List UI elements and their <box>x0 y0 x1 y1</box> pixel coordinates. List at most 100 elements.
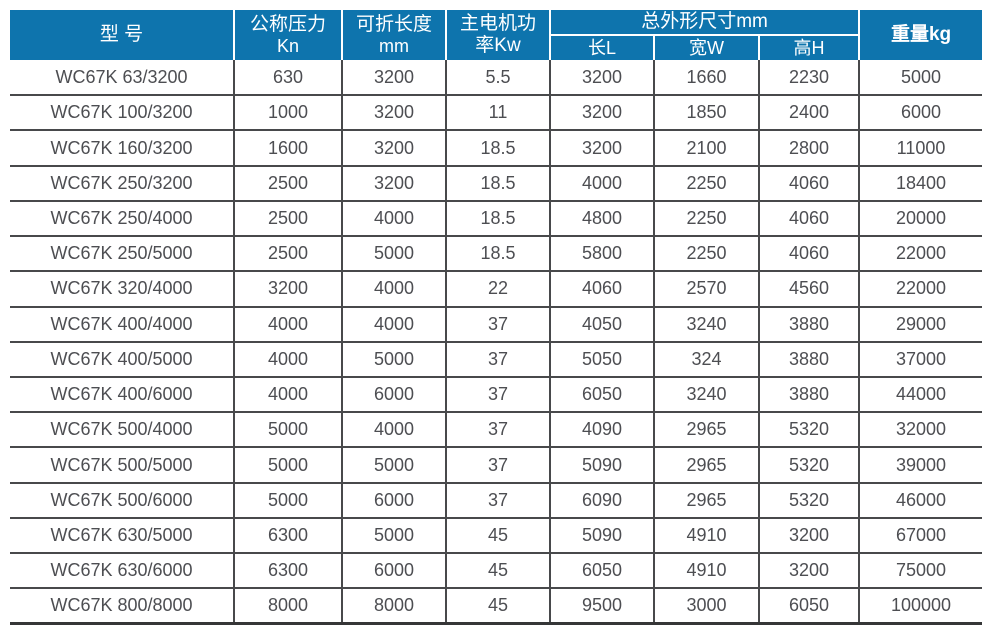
cell-nominal-pressure-kn: 2500 <box>233 236 342 273</box>
cell-height-h: 6050 <box>757 588 860 626</box>
cell-length-l: 4000 <box>549 165 654 202</box>
header-nominal-pressure: 公称压力 Kn <box>233 10 342 60</box>
cell-nominal-pressure-kn: 4000 <box>233 341 342 378</box>
cell-fold-length-mm: 3200 <box>341 130 446 167</box>
cell-model: WC67K 400/4000 <box>10 306 234 343</box>
cell-nominal-pressure-kn: 4000 <box>233 376 342 414</box>
cell-model: WC67K 320/4000 <box>10 271 234 308</box>
cell-motor-power-kw: 18.5 <box>445 200 550 238</box>
cell-fold-length-mm: 3200 <box>341 95 446 132</box>
cell-nominal-pressure-kn: 4000 <box>233 306 342 343</box>
cell-weight-kg: 44000 <box>858 376 983 414</box>
cell-weight-kg: 6000 <box>858 95 983 132</box>
cell-motor-power-kw: 45 <box>445 553 550 590</box>
table-row: WC67K 63/3200 630 3200 5.5 3200 1660 2230 5000 <box>10 60 983 97</box>
cell-height-h: 2230 <box>757 60 860 97</box>
cell-weight-kg: 20000 <box>858 200 983 238</box>
table-row: WC67K 500/4000 5000 4000 37 4090 2965 5320 3200… <box>10 412 983 449</box>
cell-width-w: 4910 <box>653 517 759 555</box>
cell-length-l: 5090 <box>549 517 654 555</box>
header-model-label: 型 号 <box>99 24 144 46</box>
cell-height-h: 3880 <box>757 306 860 343</box>
cell-width-w: 3240 <box>653 306 759 343</box>
table-row: WC67K 250/5000 2500 5000 18.5 5800 2250 4060 22… <box>10 236 983 273</box>
cell-height-h: 4060 <box>757 200 860 238</box>
cell-length-l: 4090 <box>549 412 654 449</box>
cell-motor-power-kw: 11 <box>445 95 550 132</box>
cell-model: WC67K 630/5000 <box>10 517 234 555</box>
cell-height-h: 4060 <box>757 165 860 202</box>
header-model: 型 号 <box>10 10 234 60</box>
cell-weight-kg: 22000 <box>858 271 983 308</box>
cell-width-w: 3240 <box>653 376 759 414</box>
cell-width-w: 2965 <box>653 482 759 519</box>
cell-motor-power-kw: 37 <box>445 412 550 449</box>
cell-height-h: 5320 <box>757 447 860 484</box>
table-row: WC67K 250/3200 2500 3200 18.5 4000 2250 4060 18… <box>10 165 983 202</box>
cell-width-w: 2965 <box>653 412 759 449</box>
cell-length-l: 6050 <box>549 553 654 590</box>
cell-height-h: 3200 <box>757 517 860 555</box>
cell-length-l: 3200 <box>549 60 654 97</box>
cell-motor-power-kw: 37 <box>445 447 550 484</box>
cell-model: WC67K 250/3200 <box>10 165 234 202</box>
cell-length-l: 9500 <box>549 588 654 626</box>
cell-model: WC67K 100/3200 <box>10 95 234 132</box>
header-dim-height: 高H <box>757 35 860 60</box>
cell-height-h: 5320 <box>757 412 860 449</box>
cell-length-l: 5090 <box>549 447 654 484</box>
cell-model: WC67K 400/6000 <box>10 376 234 414</box>
cell-width-w: 2965 <box>653 447 759 484</box>
cell-width-w: 2250 <box>653 165 759 202</box>
cell-model: WC67K 500/6000 <box>10 482 234 519</box>
cell-nominal-pressure-kn: 5000 <box>233 482 342 519</box>
cell-nominal-pressure-kn: 3200 <box>233 271 342 308</box>
cell-model: WC67K 63/3200 <box>10 60 234 97</box>
cell-motor-power-kw: 18.5 <box>445 130 550 167</box>
cell-fold-length-mm: 5000 <box>341 447 446 484</box>
cell-weight-kg: 75000 <box>858 553 983 590</box>
cell-fold-length-mm: 8000 <box>341 588 446 626</box>
cell-weight-kg: 32000 <box>858 412 983 449</box>
cell-nominal-pressure-kn: 1600 <box>233 130 342 167</box>
cell-nominal-pressure-kn: 5000 <box>233 447 342 484</box>
table-row: WC67K 630/6000 6300 6000 45 6050 4910 3200 7500… <box>10 553 983 590</box>
cell-weight-kg: 22000 <box>858 236 983 273</box>
cell-motor-power-kw: 5.5 <box>445 60 550 97</box>
cell-weight-kg: 100000 <box>858 588 983 626</box>
cell-width-w: 324 <box>653 341 759 378</box>
cell-weight-kg: 29000 <box>858 306 983 343</box>
cell-fold-length-mm: 3200 <box>341 60 446 97</box>
cell-height-h: 2400 <box>757 95 860 132</box>
header-fold-length: 可折长度 mm <box>341 10 446 60</box>
cell-model: WC67K 160/3200 <box>10 130 234 167</box>
table-row: WC67K 400/4000 4000 4000 37 4050 3240 3880 2900… <box>10 306 983 343</box>
cell-nominal-pressure-kn: 5000 <box>233 412 342 449</box>
cell-width-w: 1850 <box>653 95 759 132</box>
table-row: WC67K 100/3200 1000 3200 11 3200 1850 2400 6000 <box>10 95 983 132</box>
cell-motor-power-kw: 45 <box>445 588 550 626</box>
cell-nominal-pressure-kn: 8000 <box>233 588 342 626</box>
cell-weight-kg: 11000 <box>858 130 983 167</box>
cell-motor-power-kw: 18.5 <box>445 165 550 202</box>
cell-model: WC67K 800/8000 <box>10 588 234 626</box>
cell-length-l: 6090 <box>549 482 654 519</box>
table-row: WC67K 800/8000 8000 8000 45 9500 3000 6050 1000… <box>10 588 983 626</box>
cell-fold-length-mm: 5000 <box>341 236 446 273</box>
cell-motor-power-kw: 37 <box>445 306 550 343</box>
cell-length-l: 3200 <box>549 95 654 132</box>
cell-weight-kg: 46000 <box>858 482 983 519</box>
table-row: WC67K 500/5000 5000 5000 37 5090 2965 5320 3900… <box>10 447 983 484</box>
cell-nominal-pressure-kn: 6300 <box>233 517 342 555</box>
header-fold-length-line1: 可折长度 <box>355 13 432 35</box>
cell-width-w: 4910 <box>653 553 759 590</box>
cell-height-h: 5320 <box>757 482 860 519</box>
header-motor-power-line1: 主电机功 <box>459 13 536 35</box>
table-row: WC67K 320/4000 3200 4000 22 4060 2570 4560 2200… <box>10 271 983 308</box>
cell-nominal-pressure-kn: 6300 <box>233 553 342 590</box>
table-row: WC67K 400/5000 4000 5000 37 5050 324 3880 37000 <box>10 341 983 378</box>
cell-motor-power-kw: 45 <box>445 517 550 555</box>
cell-width-w: 2250 <box>653 236 759 273</box>
cell-width-w: 3000 <box>653 588 759 626</box>
